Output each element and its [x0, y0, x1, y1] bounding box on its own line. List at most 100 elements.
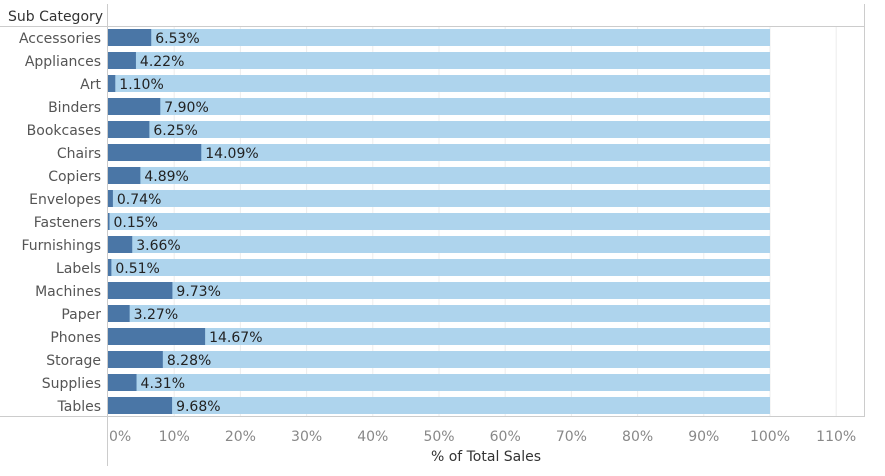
bar-row: Furnishings 3.66% [21, 236, 770, 254]
x-tick-label: 40% [357, 429, 388, 445]
value-bar [108, 121, 150, 138]
x-tick-label: 100% [750, 429, 790, 445]
category-label: Binders [48, 100, 101, 116]
background-bar [108, 374, 770, 391]
bar-row: Envelopes 0.74% [29, 190, 770, 208]
axes [0, 4, 865, 466]
value-label: 7.90% [164, 100, 208, 116]
value-bar [108, 328, 206, 345]
category-label: Envelopes [29, 192, 101, 208]
background-bar [108, 167, 770, 184]
background-bar [108, 121, 770, 138]
x-tick-label: 30% [291, 429, 322, 445]
value-bar [108, 29, 152, 46]
value-bar [108, 351, 163, 368]
value-bar [108, 236, 133, 253]
background-bar [108, 144, 770, 161]
bar-row: Bookcases 6.25% [27, 121, 770, 139]
value-label: 9.73% [176, 284, 220, 300]
value-bar [108, 167, 141, 184]
background-bar [108, 282, 770, 299]
background-bar [108, 98, 770, 115]
value-label: 4.22% [140, 54, 184, 70]
value-bar [108, 259, 112, 276]
value-bar [108, 305, 130, 322]
value-label: 4.89% [144, 169, 188, 185]
x-tick-label: 10% [159, 429, 190, 445]
category-label: Labels [56, 261, 101, 277]
x-tick-label: 110% [816, 429, 856, 445]
category-label: Accessories [19, 31, 101, 47]
category-label: Chairs [57, 146, 101, 162]
bar-row: Supplies 4.31% [42, 374, 770, 392]
value-label: 14.09% [205, 146, 258, 162]
value-bar [108, 190, 113, 207]
value-label: 0.15% [114, 215, 158, 231]
bar-row: Binders 7.90% [48, 98, 770, 116]
row-header: Sub Category [8, 9, 103, 25]
value-label: 9.68% [176, 399, 220, 415]
bar-row: Accessories 6.53% [19, 29, 770, 47]
x-tick-label: 60% [490, 429, 521, 445]
background-bar [108, 328, 770, 345]
bar-row: Chairs 14.09% [57, 144, 770, 162]
bar-row: Machines 9.73% [35, 282, 770, 300]
x-tick-label: 50% [423, 429, 454, 445]
category-label: Furnishings [21, 238, 101, 254]
bar-rows: Accessories 6.53% Appliances 4.22% Art 1.10% B… [19, 29, 770, 415]
x-tick-label: 70% [556, 429, 587, 445]
background-bar [108, 236, 770, 253]
category-label: Bookcases [27, 123, 101, 139]
bar-row: Labels 0.51% [56, 259, 770, 277]
x-axis-title: % of Total Sales [431, 449, 541, 465]
background-bar [108, 213, 770, 230]
background-bar [108, 190, 770, 207]
bar-row: Storage 8.28% [46, 351, 770, 369]
category-label: Storage [46, 353, 101, 369]
value-bar [108, 374, 137, 391]
value-label: 6.25% [153, 123, 197, 139]
value-bar [108, 213, 110, 230]
value-label: 0.51% [115, 261, 159, 277]
category-label: Paper [61, 307, 101, 323]
bar-row: Tables 9.68% [57, 397, 770, 415]
x-tick-label: 90% [688, 429, 719, 445]
background-bar [108, 351, 770, 368]
x-tick-label: 80% [622, 429, 653, 445]
bar-row: Phones 14.67% [50, 328, 770, 346]
background-bar [108, 29, 770, 46]
value-label: 14.67% [209, 330, 262, 346]
category-label: Appliances [25, 54, 101, 70]
category-label: Art [80, 77, 101, 93]
background-bar [108, 397, 770, 414]
bar-row: Paper 3.27% [61, 305, 770, 323]
bar-row: Fasteners 0.15% [34, 213, 770, 231]
value-bar [108, 52, 136, 69]
value-label: 3.66% [136, 238, 180, 254]
bar-row: Appliances 4.22% [25, 52, 770, 70]
x-tick-label: 20% [225, 429, 256, 445]
category-label: Fasteners [34, 215, 101, 231]
value-label: 0.74% [117, 192, 161, 208]
bar-row: Copiers 4.89% [48, 167, 770, 185]
category-label: Supplies [42, 376, 101, 392]
value-bar [108, 282, 173, 299]
x-axis-ticks: 0% 10% 20% 30% 40% 50% 60% 70% 80% 90% 100% 110% [109, 429, 856, 445]
value-label: 8.28% [167, 353, 211, 369]
background-bar [108, 52, 770, 69]
bar-row: Art 1.10% [80, 75, 770, 93]
value-label: 4.31% [141, 376, 185, 392]
value-label: 6.53% [155, 31, 199, 47]
x-tick-label: 0% [109, 429, 131, 445]
category-label: Copiers [48, 169, 101, 185]
value-bar [108, 98, 161, 115]
background-bar [108, 259, 770, 276]
category-label: Machines [35, 284, 101, 300]
background-bar [108, 305, 770, 322]
category-label: Phones [50, 330, 101, 346]
value-label: 1.10% [119, 77, 163, 93]
value-label: 3.27% [134, 307, 178, 323]
value-bar [108, 397, 173, 414]
category-label: Tables [57, 399, 102, 415]
